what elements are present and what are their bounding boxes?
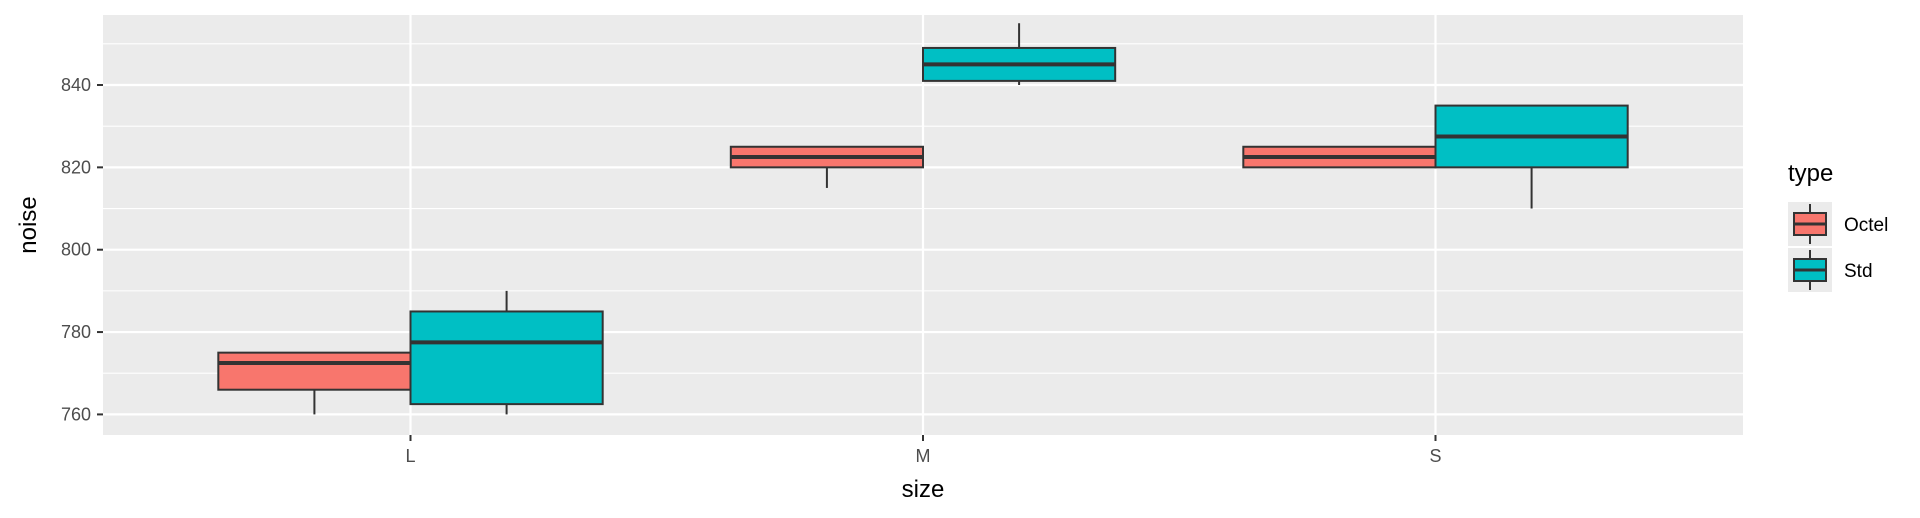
boxes bbox=[217, 23, 1629, 415]
box-octel-l bbox=[217, 351, 412, 415]
legend: type Octel Std bbox=[1788, 160, 1888, 292]
box-std-l bbox=[409, 290, 604, 415]
legend-item-std: Std bbox=[1788, 248, 1873, 292]
box-std-m bbox=[922, 23, 1117, 85]
box-octel-s bbox=[1242, 145, 1437, 169]
x-tick-label: L bbox=[405, 446, 415, 466]
y-tick-label: 820 bbox=[61, 157, 91, 177]
y-tick-label: 760 bbox=[61, 404, 91, 424]
y-axis-title: noise bbox=[15, 196, 42, 253]
y-tick-label: 780 bbox=[61, 322, 91, 342]
x-axis-title: size bbox=[902, 476, 945, 503]
x-tick-label: S bbox=[1429, 446, 1441, 466]
x-tick-label: M bbox=[916, 446, 931, 466]
y-tick-label: 840 bbox=[61, 75, 91, 95]
legend-label: Std bbox=[1844, 261, 1873, 282]
box-std-s bbox=[1434, 104, 1629, 209]
box-body bbox=[409, 310, 604, 406]
legend-title: type bbox=[1788, 160, 1833, 187]
box-octel-m bbox=[729, 145, 924, 188]
y-tick-label: 800 bbox=[61, 240, 91, 260]
legend-item-octel: Octel bbox=[1788, 202, 1888, 246]
box-body bbox=[217, 351, 412, 391]
legend-label: Octel bbox=[1844, 215, 1888, 236]
axis-ticks: 760 780 800 820 840 L M S bbox=[61, 75, 1442, 466]
